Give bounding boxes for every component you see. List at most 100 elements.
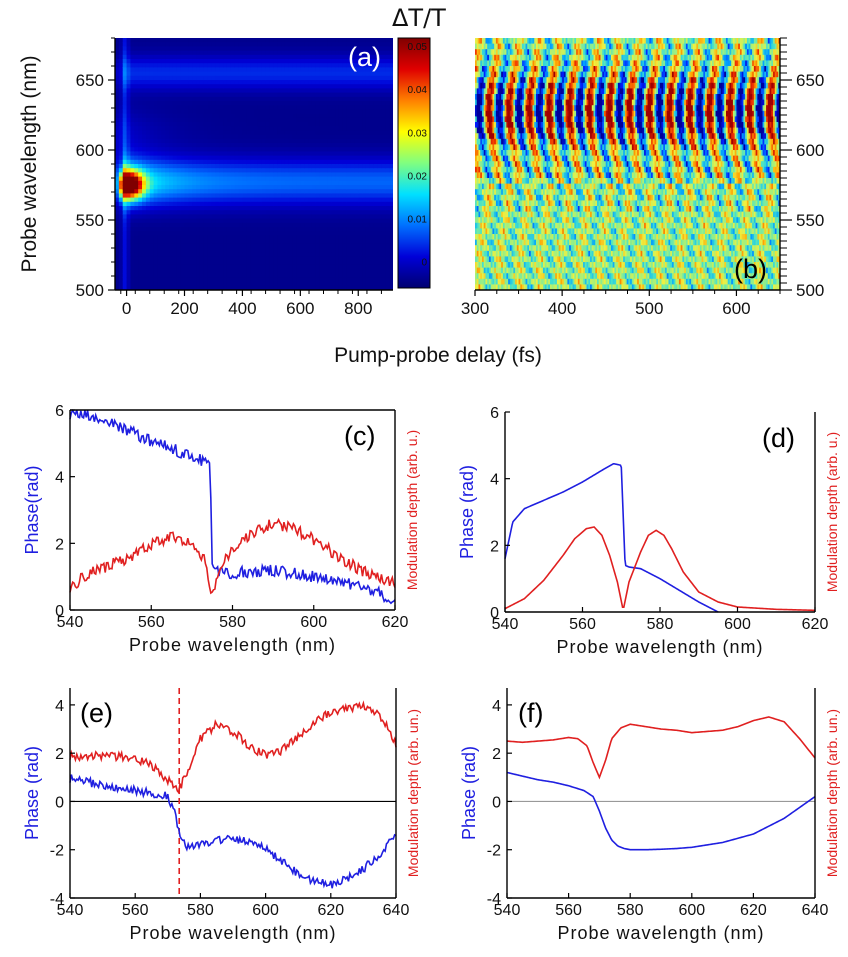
heatmap-cell [212, 240, 216, 245]
heatmap-cell [300, 185, 304, 190]
heatmap-cell [269, 177, 273, 182]
heatmap-cell [269, 51, 273, 56]
heatmap-cell [231, 118, 235, 123]
heatmap-cell [185, 273, 189, 278]
heatmap-cell [258, 248, 262, 253]
heatmap-cell [169, 88, 173, 93]
heatmap-cell [331, 135, 335, 140]
heatmap-cell [351, 252, 355, 257]
heatmap-cell [316, 277, 320, 282]
heatmap-cell [269, 147, 273, 152]
heatmap-cell [188, 130, 192, 135]
heatmap-cell [242, 114, 246, 119]
heatmap-cell [324, 172, 328, 177]
heatmap-cell [227, 172, 231, 177]
heatmap-cell [212, 46, 216, 51]
heatmap-cell [378, 231, 382, 236]
heatmap-cell [277, 122, 281, 127]
heatmap-cell [370, 177, 374, 182]
heatmap-cell [300, 269, 304, 274]
heatmap-cell [343, 282, 347, 287]
heatmap-cell [381, 248, 385, 253]
heatmap-cell [200, 185, 204, 190]
heatmap-cell [169, 59, 173, 64]
heatmap-cell [227, 46, 231, 51]
heatmap-cell [250, 63, 254, 68]
heatmap-cell [142, 38, 146, 43]
heatmap-cell [389, 261, 393, 266]
heatmap-cell [169, 189, 173, 194]
heatmap-cell [242, 198, 246, 203]
heatmap-cell [119, 206, 123, 211]
heatmap-cell [358, 72, 362, 77]
heatmap-cell [381, 206, 385, 211]
heatmap-cell [258, 55, 262, 60]
heatmap-cell [204, 72, 208, 77]
heatmap-cell [188, 101, 192, 106]
heatmap-cell [370, 164, 374, 169]
heatmap-cell [320, 143, 324, 148]
heatmap-cell [285, 235, 289, 240]
heatmap-cell [130, 105, 134, 110]
heatmap-cell [258, 189, 262, 194]
heatmap-cell [343, 46, 347, 51]
heatmap-cell [235, 72, 239, 77]
heatmap-cell [150, 67, 154, 72]
heatmap-cell [281, 63, 285, 68]
heatmap-cell [378, 198, 382, 203]
heatmap-cell [246, 101, 250, 106]
heatmap-cell [169, 97, 173, 102]
heatmap-cell [123, 67, 127, 72]
heatmap-cell [366, 126, 370, 131]
heatmap-cell [134, 244, 138, 249]
heatmap-cell [335, 76, 339, 81]
heatmap-cell [185, 198, 189, 203]
heatmap-cell [362, 189, 366, 194]
heatmap-cell [250, 84, 254, 89]
heatmap-cell [219, 214, 223, 219]
heatmap-cell [123, 193, 127, 198]
heatmap-cell [208, 223, 212, 228]
heatmap-cell [339, 109, 343, 114]
heatmap-cell [154, 206, 158, 211]
heatmap-cell [242, 147, 246, 152]
heatmap-cell [262, 202, 266, 207]
heatmap-cell [281, 273, 285, 278]
heatmap-cell [185, 151, 189, 156]
heatmap-cell [173, 206, 177, 211]
heatmap-cell [134, 277, 138, 282]
heatmap-cell [269, 181, 273, 186]
heatmap-cell [219, 193, 223, 198]
heatmap-cell [154, 143, 158, 148]
heatmap-cell [242, 172, 246, 177]
heatmap-cell [235, 67, 239, 72]
heatmap-cell [242, 63, 246, 68]
heatmap-cell [196, 210, 200, 215]
heatmap-cell [378, 114, 382, 119]
heatmap-cell [343, 210, 347, 215]
heatmap-cell [196, 59, 200, 64]
heatmap-cell [246, 72, 250, 77]
heatmap-cell [157, 181, 161, 186]
heatmap-cell [381, 38, 385, 43]
heatmap-cell [362, 109, 366, 114]
heatmap-cell [157, 193, 161, 198]
heatmap-cell [239, 265, 243, 270]
heatmap-cell [223, 265, 227, 270]
heatmap-cell [254, 130, 258, 135]
heatmap-cell [312, 248, 316, 253]
heatmap-cell [242, 80, 246, 85]
heatmap-cell [196, 147, 200, 152]
heatmap-cell [266, 84, 270, 89]
heatmap-cell [385, 101, 389, 106]
heatmap-cell [343, 185, 347, 190]
heatmap-cell [219, 244, 223, 249]
heatmap-cell [161, 181, 165, 186]
heatmap-cell [347, 282, 351, 287]
heatmap-cell [134, 235, 138, 240]
heatmap-cell [339, 265, 343, 270]
heatmap-cell [150, 168, 154, 173]
heatmap-cell [339, 118, 343, 123]
heatmap-cell [269, 88, 273, 93]
heatmap-cell [289, 256, 293, 261]
